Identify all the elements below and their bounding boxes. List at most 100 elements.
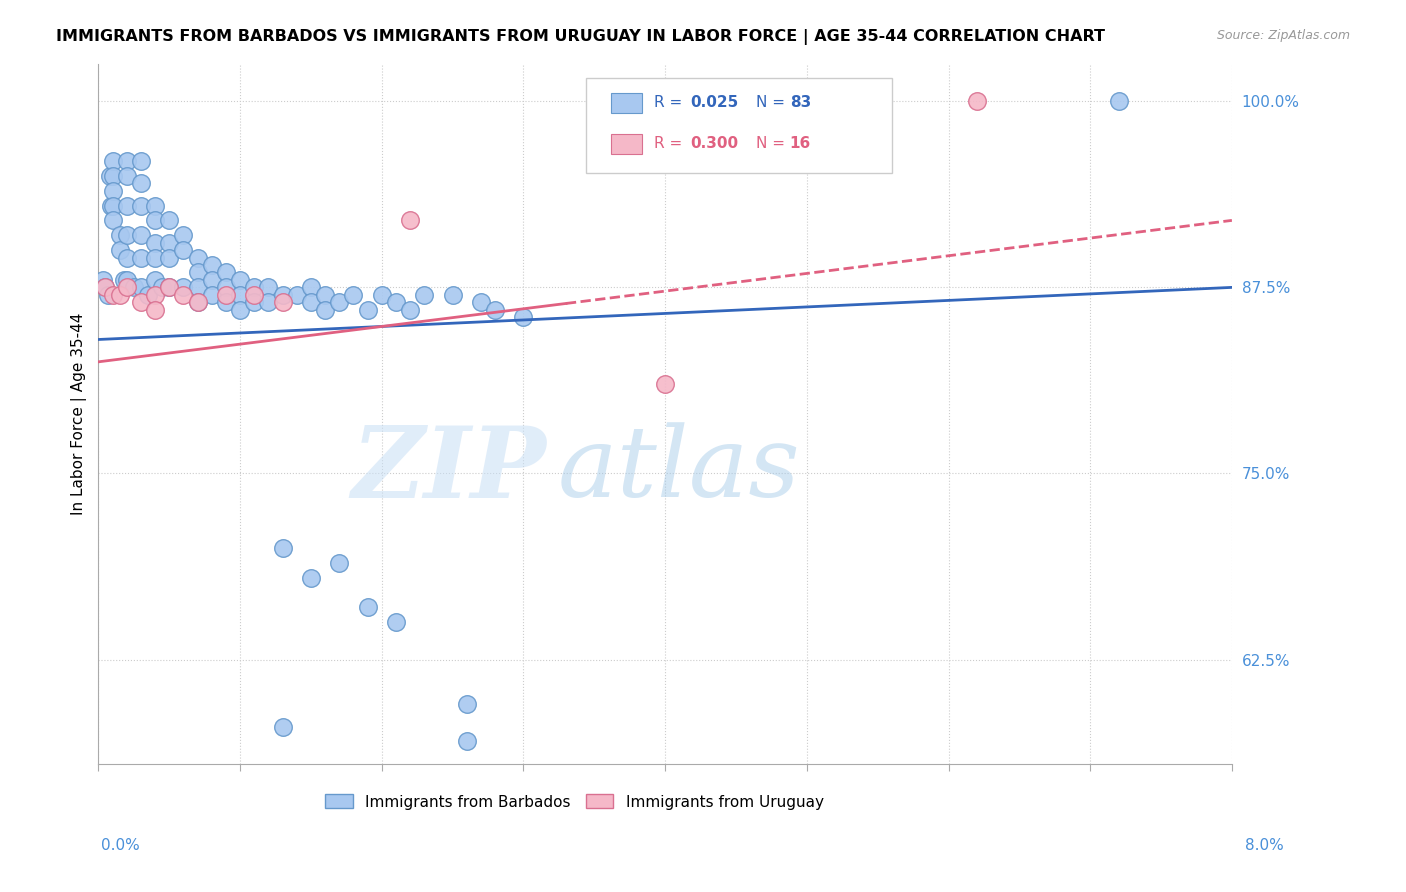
Point	[243, 295, 266, 310]
Point	[257, 280, 280, 294]
Point	[271, 541, 294, 555]
Point	[157, 235, 180, 250]
Point	[136, 288, 159, 302]
Point	[229, 302, 252, 317]
Point	[215, 295, 238, 310]
Point	[101, 213, 124, 227]
Point	[371, 288, 394, 302]
Point	[157, 251, 180, 265]
Legend: Immigrants from Barbados, Immigrants from Uruguay: Immigrants from Barbados, Immigrants fro…	[319, 789, 830, 815]
Point	[186, 295, 208, 310]
Point	[399, 302, 422, 317]
Text: 16: 16	[790, 136, 811, 151]
Point	[108, 288, 131, 302]
Point	[143, 213, 166, 227]
Point	[186, 295, 208, 310]
Point	[143, 235, 166, 250]
Point	[129, 295, 152, 310]
Point	[243, 288, 266, 302]
Point	[94, 280, 117, 294]
Text: N =: N =	[756, 136, 790, 151]
Point	[215, 280, 238, 294]
Point	[143, 251, 166, 265]
Y-axis label: In Labor Force | Age 35-44: In Labor Force | Age 35-44	[72, 313, 87, 515]
Point	[201, 273, 224, 287]
Point	[285, 288, 308, 302]
Point	[108, 228, 131, 243]
Point	[441, 288, 464, 302]
Point	[101, 169, 124, 183]
Point	[143, 198, 166, 212]
Point	[229, 288, 252, 302]
Point	[328, 295, 350, 310]
Text: 0.0%: 0.0%	[101, 838, 141, 853]
Point	[229, 273, 252, 287]
Point	[243, 280, 266, 294]
Point	[172, 280, 194, 294]
Point	[271, 288, 294, 302]
Point	[512, 310, 534, 325]
Point	[342, 288, 364, 302]
Point	[143, 288, 166, 302]
Point	[186, 251, 208, 265]
Point	[101, 184, 124, 198]
Point	[157, 280, 180, 294]
Point	[172, 288, 194, 302]
Point	[122, 280, 145, 294]
Point	[456, 698, 478, 712]
Point	[399, 213, 422, 227]
Point	[115, 228, 138, 243]
Text: 0.300: 0.300	[690, 136, 738, 151]
Point	[115, 198, 138, 212]
Point	[115, 153, 138, 168]
Point	[328, 556, 350, 570]
Point	[299, 295, 322, 310]
Point	[108, 243, 131, 257]
Point	[1108, 95, 1130, 109]
Point	[129, 176, 152, 190]
Point	[101, 198, 124, 212]
Text: Source: ZipAtlas.com: Source: ZipAtlas.com	[1216, 29, 1350, 42]
Point	[385, 295, 408, 310]
Point	[101, 288, 124, 302]
Point	[97, 288, 120, 302]
Point	[186, 265, 208, 279]
Point	[129, 228, 152, 243]
Text: atlas: atlas	[557, 422, 800, 517]
Point	[186, 280, 208, 294]
Point	[143, 302, 166, 317]
Point	[484, 302, 506, 317]
Point	[172, 228, 194, 243]
Point	[115, 169, 138, 183]
Bar	[610, 134, 643, 153]
Point	[129, 198, 152, 212]
Bar	[610, 94, 643, 113]
Point	[115, 280, 138, 294]
Point	[100, 198, 122, 212]
Text: R =: R =	[654, 95, 688, 110]
Point	[356, 302, 378, 317]
Point	[101, 153, 124, 168]
Point	[115, 251, 138, 265]
Text: 8.0%: 8.0%	[1244, 838, 1284, 853]
Point	[456, 734, 478, 748]
Point	[654, 377, 676, 392]
Point	[129, 153, 152, 168]
Point	[129, 280, 152, 294]
Point	[470, 295, 492, 310]
Point	[201, 258, 224, 272]
Point	[201, 288, 224, 302]
Text: ZIP: ZIP	[352, 422, 546, 518]
Point	[98, 169, 121, 183]
Point	[150, 280, 173, 294]
Point	[271, 295, 294, 310]
Point	[385, 615, 408, 630]
Point	[172, 243, 194, 257]
Point	[413, 288, 436, 302]
Point	[299, 280, 322, 294]
Text: N =: N =	[756, 95, 790, 110]
Point	[966, 95, 988, 109]
Point	[129, 251, 152, 265]
Point	[94, 280, 117, 294]
Point	[215, 265, 238, 279]
